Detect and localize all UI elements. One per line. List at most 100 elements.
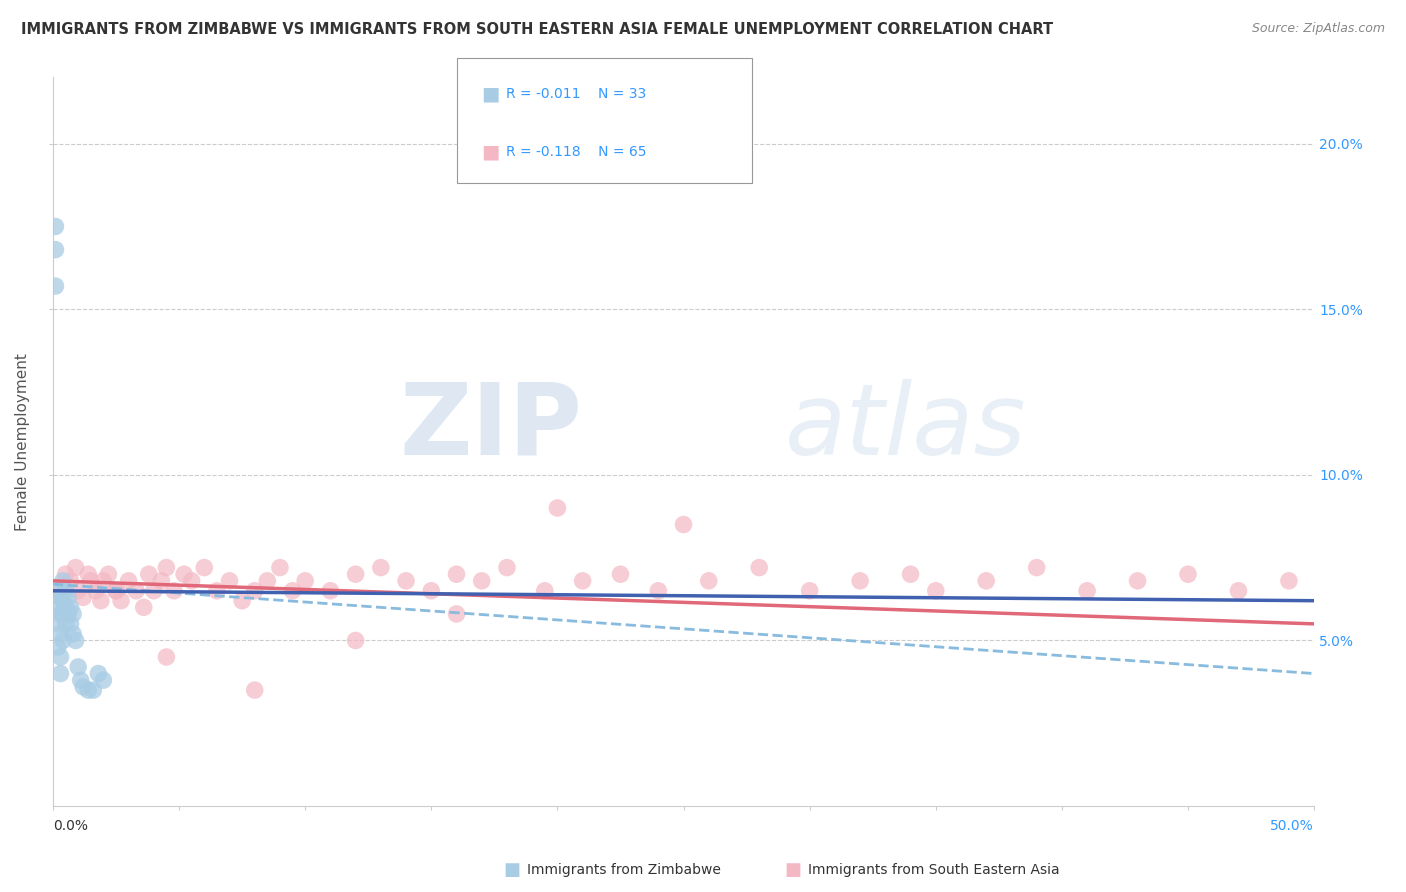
Point <box>609 567 631 582</box>
Point <box>55 583 77 598</box>
Point <box>49 627 72 641</box>
Point <box>269 560 291 574</box>
Point <box>974 574 997 588</box>
Point <box>82 683 104 698</box>
Point <box>55 567 77 582</box>
Point <box>155 560 177 574</box>
Point <box>49 650 72 665</box>
Point <box>243 683 266 698</box>
Point <box>1227 583 1250 598</box>
Point <box>46 583 69 598</box>
Text: 50.0%: 50.0% <box>1271 819 1315 833</box>
Point <box>44 219 66 234</box>
Point <box>849 574 872 588</box>
Point <box>132 600 155 615</box>
Point <box>97 567 120 582</box>
Point <box>67 583 90 598</box>
Point <box>281 583 304 598</box>
Point <box>69 673 91 688</box>
Point <box>697 574 720 588</box>
Point <box>1076 583 1098 598</box>
Point <box>44 279 66 293</box>
Point <box>799 583 821 598</box>
Point <box>546 500 568 515</box>
Text: ■: ■ <box>785 861 801 879</box>
Point <box>59 616 82 631</box>
Point <box>49 607 72 621</box>
Point <box>344 633 367 648</box>
Point <box>496 560 519 574</box>
Point <box>59 574 82 588</box>
Point <box>138 567 160 582</box>
Point <box>155 650 177 665</box>
Point <box>87 666 110 681</box>
Point <box>104 583 127 598</box>
Text: ■: ■ <box>481 142 499 161</box>
Point <box>1025 560 1047 574</box>
Text: atlas: atlas <box>785 379 1026 475</box>
Point <box>93 574 115 588</box>
Point <box>142 583 165 598</box>
Text: IMMIGRANTS FROM ZIMBABWE VS IMMIGRANTS FROM SOUTH EASTERN ASIA FEMALE UNEMPLOYME: IMMIGRANTS FROM ZIMBABWE VS IMMIGRANTS F… <box>21 22 1053 37</box>
Point <box>231 593 253 607</box>
Point <box>173 567 195 582</box>
Text: R = -0.011    N = 33: R = -0.011 N = 33 <box>506 87 647 101</box>
Point <box>243 583 266 598</box>
Point <box>65 633 87 648</box>
Point <box>52 633 75 648</box>
Point <box>150 574 173 588</box>
Point <box>110 593 132 607</box>
Point <box>446 607 468 621</box>
Point <box>1278 574 1301 588</box>
Point <box>55 616 77 631</box>
Point <box>46 616 69 631</box>
Point <box>55 600 77 615</box>
Point <box>72 591 94 605</box>
Point <box>180 574 202 588</box>
Point <box>647 583 669 598</box>
Point <box>319 583 342 598</box>
Point <box>77 683 100 698</box>
Text: Source: ZipAtlas.com: Source: ZipAtlas.com <box>1251 22 1385 36</box>
Point <box>446 567 468 582</box>
Point <box>49 583 72 598</box>
Point <box>77 567 100 582</box>
Text: R = -0.118    N = 65: R = -0.118 N = 65 <box>506 145 647 159</box>
Point <box>49 666 72 681</box>
Point <box>925 583 948 598</box>
Point <box>900 567 922 582</box>
Point <box>62 607 84 621</box>
Point <box>62 627 84 641</box>
Point <box>218 574 240 588</box>
Point <box>125 583 148 598</box>
Point <box>59 600 82 615</box>
Text: Immigrants from Zimbabwe: Immigrants from Zimbabwe <box>527 863 721 877</box>
Point <box>46 640 69 654</box>
Point <box>90 593 112 607</box>
Point <box>395 574 418 588</box>
Point <box>104 583 127 598</box>
Point <box>344 567 367 582</box>
Point <box>117 574 139 588</box>
Point <box>471 574 494 588</box>
Point <box>163 583 186 598</box>
Point <box>672 517 695 532</box>
Point <box>67 660 90 674</box>
Point <box>370 560 392 574</box>
Point <box>72 680 94 694</box>
Point <box>46 600 69 615</box>
Point <box>49 591 72 605</box>
Point <box>420 583 443 598</box>
Point <box>52 574 75 588</box>
Point <box>80 574 103 588</box>
Point <box>93 673 115 688</box>
Point <box>533 583 555 598</box>
Point <box>52 593 75 607</box>
Text: Immigrants from South Eastern Asia: Immigrants from South Eastern Asia <box>808 863 1060 877</box>
Point <box>294 574 316 588</box>
Text: ■: ■ <box>503 861 520 879</box>
Point <box>84 583 107 598</box>
Point <box>1126 574 1149 588</box>
Y-axis label: Female Unemployment: Female Unemployment <box>15 353 30 531</box>
Text: ZIP: ZIP <box>399 379 582 475</box>
